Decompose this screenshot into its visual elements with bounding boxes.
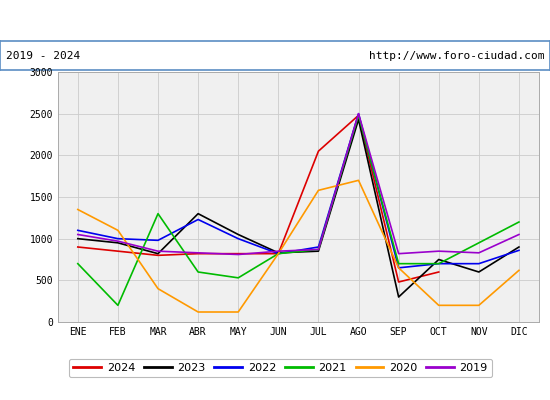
Text: 2019 - 2024: 2019 - 2024 xyxy=(6,51,80,61)
Legend: 2024, 2023, 2022, 2021, 2020, 2019: 2024, 2023, 2022, 2021, 2020, 2019 xyxy=(69,358,492,378)
Text: http://www.foro-ciudad.com: http://www.foro-ciudad.com xyxy=(369,51,544,61)
Text: Evolucion Nº Turistas Nacionales en el municipio de Cabra del Santo Cristo: Evolucion Nº Turistas Nacionales en el m… xyxy=(0,14,550,28)
